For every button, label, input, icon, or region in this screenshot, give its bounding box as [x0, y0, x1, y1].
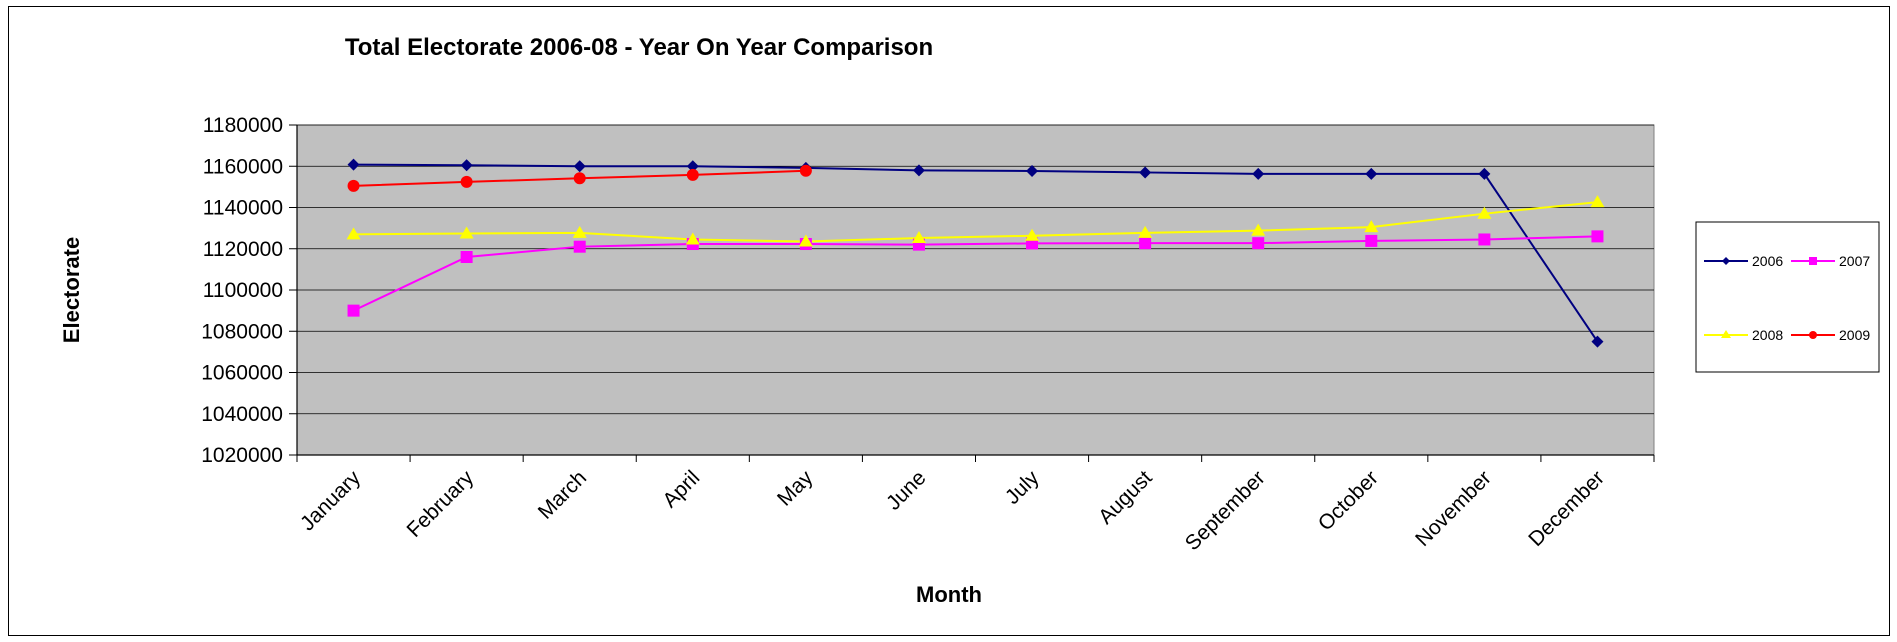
x-tick-label: November — [1411, 466, 1496, 551]
point-2006 — [1591, 335, 1604, 348]
point-2007 — [1252, 237, 1265, 250]
point-2008 — [1477, 206, 1492, 219]
x-tick-label: October — [1314, 466, 1383, 535]
point-2008 — [685, 232, 700, 245]
point-2008 — [1251, 223, 1266, 236]
point-2006 — [912, 164, 925, 177]
point-2007 — [1591, 230, 1604, 243]
point-2008 — [911, 231, 926, 244]
x-tick-label: December — [1524, 466, 1609, 551]
point-2008 — [1590, 195, 1605, 208]
point-2006 — [347, 158, 360, 171]
point-2008 — [346, 227, 361, 240]
x-tick-label: March — [534, 466, 592, 524]
y-tick-label: 1120000 — [203, 238, 283, 261]
point-2009 — [573, 172, 586, 185]
legend-label: 2006 — [1752, 253, 1783, 269]
x-axis-title: Month — [916, 582, 982, 607]
y-tick-label: 1080000 — [201, 320, 283, 343]
x-tick-label: August — [1094, 466, 1157, 529]
x-tick-label: September — [1181, 466, 1270, 555]
y-axis-title: Electorate — [59, 237, 84, 343]
legend-label: 2008 — [1752, 327, 1783, 343]
point-2007 — [1139, 237, 1152, 250]
point-2006 — [686, 160, 699, 173]
y-tick-label: 1060000 — [201, 362, 283, 385]
chart-frame: Total Electorate 2006-08 - Year On Year … — [8, 6, 1890, 636]
series-line-2006 — [353, 163, 1599, 343]
legend-box — [1695, 221, 1880, 373]
x-tick-label: July — [1001, 466, 1044, 509]
legend-label: 2007 — [1839, 253, 1870, 269]
point-2008 — [1364, 220, 1379, 233]
y-tick-label: 1100000 — [203, 279, 283, 302]
x-tick-label: January — [296, 466, 365, 535]
point-2007 — [1365, 234, 1378, 247]
point-2009 — [686, 168, 699, 181]
y-tick-label: 1040000 — [201, 403, 283, 426]
point-2006 — [1026, 164, 1039, 177]
x-axis-ticks: January February March April May June July Augu… — [296, 455, 1655, 555]
point-2007 — [347, 304, 360, 317]
point-2007 — [1478, 233, 1491, 246]
legend: 2006 2007 2008 2009 — [1695, 221, 1880, 373]
point-2006 — [1478, 167, 1491, 180]
point-2008 — [798, 234, 813, 247]
y-axis-ticks: 1020000 1040000 1060000 1080000 1100000 11200… — [201, 114, 297, 467]
y-tick-label: 1020000 — [201, 444, 283, 467]
series-markers — [346, 158, 1605, 348]
point-2009 — [799, 164, 812, 177]
y-tick-label: 1140000 — [203, 197, 283, 220]
series-line-2007 — [353, 235, 1598, 312]
y-tick-label: 1160000 — [203, 155, 283, 178]
point-2006 — [1252, 167, 1265, 180]
series-line-2008 — [353, 201, 1598, 243]
legend-swatch-marker — [1721, 330, 1731, 338]
y-tick-label: 1180000 — [203, 114, 283, 137]
point-2007 — [573, 240, 586, 253]
point-2006 — [460, 159, 473, 172]
legend-swatch-marker — [1809, 257, 1817, 265]
legend-label: 2009 — [1839, 327, 1870, 343]
chart-title: Total Electorate 2006-08 - Year On Year … — [345, 34, 933, 61]
x-tick-label: February — [402, 466, 478, 542]
x-tick-label: June — [882, 466, 930, 514]
point-2007 — [460, 251, 473, 263]
legend-swatch-marker — [1722, 257, 1730, 265]
x-tick-label: April — [658, 466, 704, 512]
point-2009 — [460, 175, 473, 188]
x-tick-label: May — [773, 466, 818, 511]
point-2008 — [1138, 225, 1153, 238]
point-2006 — [1365, 167, 1378, 180]
point-2006 — [1139, 166, 1152, 179]
point-2008 — [572, 225, 587, 238]
point-2008 — [1025, 228, 1040, 241]
point-2008 — [459, 226, 474, 239]
point-2006 — [573, 160, 586, 173]
legend-swatch-marker — [1809, 331, 1817, 339]
point-2009 — [347, 179, 360, 192]
line-chart: Total Electorate 2006-08 - Year On Year … — [59, 34, 1880, 607]
